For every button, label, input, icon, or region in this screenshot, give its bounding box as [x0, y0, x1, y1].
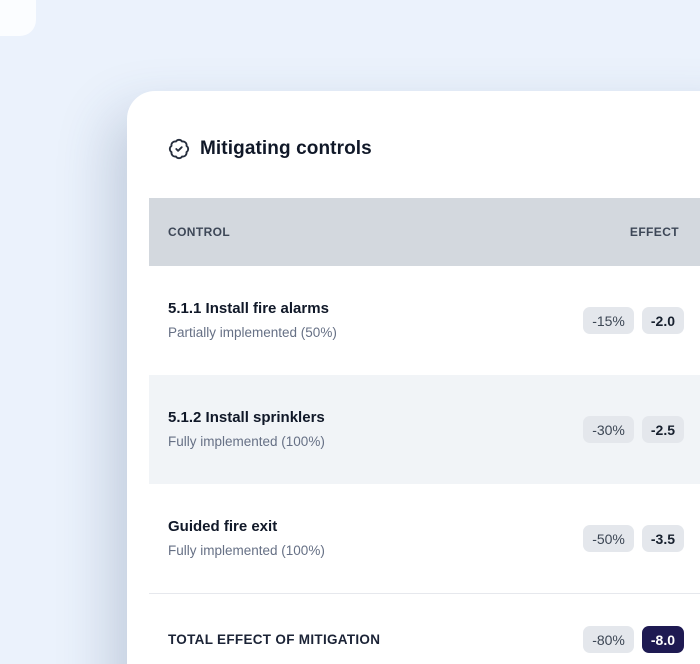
control-text-block: 5.1.2 Install sprinklers Fully implement…: [168, 409, 325, 450]
effect-percent-badge: -15%: [583, 307, 634, 334]
table-row-fire-alarms: 5.1.1 Install fire alarms Partially impl…: [149, 266, 700, 375]
table-row-guided-fire-exit: Guided fire exit Fully implemented (100%…: [149, 484, 700, 593]
total-effect-percent-badge: -80%: [583, 626, 634, 653]
mitigating-controls-card: Mitigating controls CONTROL EFFECT 5.1.1…: [127, 91, 700, 664]
effect-badges: -30% -2.5: [583, 416, 684, 443]
badge-check-icon: [168, 138, 190, 160]
effect-value-badge: -2.0: [641, 307, 684, 334]
total-effect-badges: -80% -8.0: [583, 626, 684, 653]
effect-badges: -50% -3.5: [583, 525, 684, 552]
card-header: Mitigating controls: [168, 138, 700, 160]
effect-percent-badge: -30%: [583, 416, 634, 443]
effect-value-badge: -2.5: [641, 416, 684, 443]
total-effect-row: TOTAL EFFECT OF MITIGATION -80% -8.0: [149, 593, 700, 664]
control-title: 5.1.1 Install fire alarms: [168, 300, 329, 317]
effect-value-badge: -3.5: [641, 525, 684, 552]
controls-table: CONTROL EFFECT 5.1.1 Install fire alarms…: [149, 198, 700, 664]
effect-badges: -15% -2.0: [583, 307, 684, 334]
total-effect-value-badge: -8.0: [641, 626, 684, 653]
control-status: Fully implemented (100%): [168, 543, 325, 558]
control-status: Fully implemented (100%): [168, 434, 325, 449]
control-text-block: 5.1.1 Install fire alarms Partially impl…: [168, 300, 337, 341]
card-title: Mitigating controls: [200, 138, 372, 159]
control-status: Partially implemented (50%): [168, 325, 337, 340]
total-effect-label: TOTAL EFFECT OF MITIGATION: [168, 632, 381, 647]
control-title: 5.1.2 Install sprinklers: [168, 409, 325, 426]
background-corner-shape: [0, 0, 36, 36]
table-row-sprinklers: 5.1.2 Install sprinklers Fully implement…: [149, 375, 700, 484]
column-header-effect: EFFECT: [629, 225, 679, 239]
column-header-control: CONTROL: [168, 225, 231, 239]
effect-percent-badge: -50%: [583, 525, 634, 552]
control-title: Guided fire exit: [168, 518, 278, 535]
control-text-block: Guided fire exit Fully implemented (100%…: [168, 518, 325, 559]
table-header-row: CONTROL EFFECT: [149, 198, 700, 266]
